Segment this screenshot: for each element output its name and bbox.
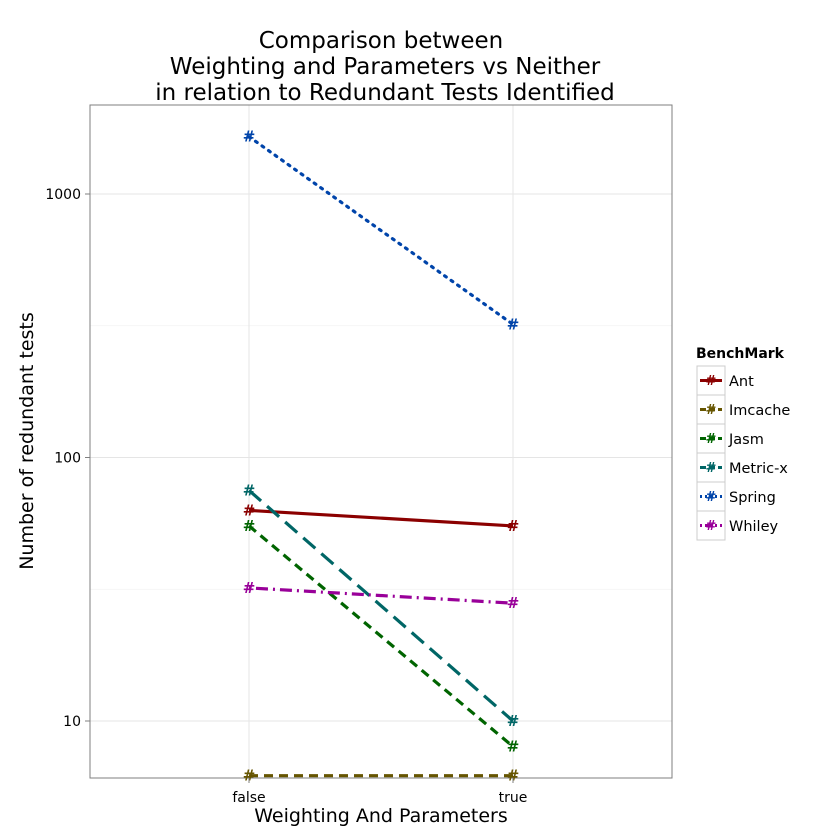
legend-label: Whiley xyxy=(729,519,779,535)
chart-title-line-3: in relation to Redundant Tests Identifie… xyxy=(155,80,614,106)
series-line-spring xyxy=(247,135,515,326)
plot-panel-border xyxy=(89,104,673,779)
series-line-ant xyxy=(248,508,514,528)
series-whiley: ## xyxy=(243,579,520,612)
chart-title-line-1: Comparison between xyxy=(259,28,503,54)
legend-label: Metric-x xyxy=(729,461,788,477)
legend-item-spring: # Spring xyxy=(696,481,776,512)
y-axis-title: Number of redundant tests xyxy=(16,312,38,570)
legend-key-marker: # xyxy=(706,461,717,476)
grid xyxy=(90,105,672,778)
series-line-metric-x xyxy=(247,489,515,723)
legend-key-marker: # xyxy=(706,374,717,389)
data-point-jasm-false: # xyxy=(243,517,256,535)
y-tick-label: 1000 xyxy=(45,187,81,203)
y-tick-label: 100 xyxy=(54,451,81,467)
legend-label: Ant xyxy=(729,374,754,390)
data-point-imcache-false: # xyxy=(243,767,256,785)
series-line-jasm xyxy=(247,524,515,748)
axis-ticks: 10 100 1000 false true xyxy=(45,187,527,806)
data-point-imcache-true: # xyxy=(507,767,520,785)
data-point-ant-false: # xyxy=(243,501,256,519)
data-point-spring-false: # xyxy=(243,128,256,146)
legend-key-marker: # xyxy=(706,490,717,505)
series-ant: ## xyxy=(243,501,520,535)
data-point-metric-x-false: # xyxy=(243,481,256,499)
data-point-metric-x-true: # xyxy=(507,712,520,730)
series-imcache: # # xyxy=(243,767,520,785)
x-axis-title: Weighting And Parameters xyxy=(254,805,508,827)
x-tick-label: false xyxy=(232,790,265,806)
legend-key-marker: # xyxy=(706,432,717,447)
legend-label: Jasm xyxy=(728,432,764,448)
data-point-ant-true: # xyxy=(507,517,520,535)
series-metric-x: ## xyxy=(243,481,520,730)
legend-title: BenchMark xyxy=(696,346,785,362)
data-point-whiley-false: # xyxy=(243,579,256,597)
legend-label: Spring xyxy=(729,490,776,506)
data-point-spring-true: # xyxy=(507,315,520,333)
chart-title-line-2: Weighting and Parameters vs Neither xyxy=(170,54,601,80)
x-tick-label: true xyxy=(499,790,528,806)
legend-key-marker: # xyxy=(706,519,717,534)
series-spring: ## xyxy=(243,128,520,334)
series-line-whiley xyxy=(248,586,514,605)
legend-items: # Ant # Imcache # Jasm # Metric-x # Spring # Whiley xyxy=(696,365,790,541)
legend: BenchMark # Ant # Imcache # Jasm # Metric-x # Spr… xyxy=(696,346,790,541)
legend-item-whiley: # Whiley xyxy=(696,510,779,541)
legend-item-jasm: # Jasm xyxy=(696,423,764,454)
legend-key-marker: # xyxy=(706,403,717,418)
series-layer: ### ######### xyxy=(243,128,520,785)
data-point-jasm-true: # xyxy=(507,738,520,756)
legend-item-ant: # Ant xyxy=(696,365,754,396)
legend-label: Imcache xyxy=(729,403,790,419)
data-point-whiley-true: # xyxy=(507,594,520,612)
series-jasm: ## xyxy=(243,517,520,756)
legend-item-imcache: # Imcache xyxy=(696,394,790,425)
y-tick-label: 10 xyxy=(63,714,81,730)
legend-item-metric-x: # Metric-x xyxy=(696,452,788,483)
